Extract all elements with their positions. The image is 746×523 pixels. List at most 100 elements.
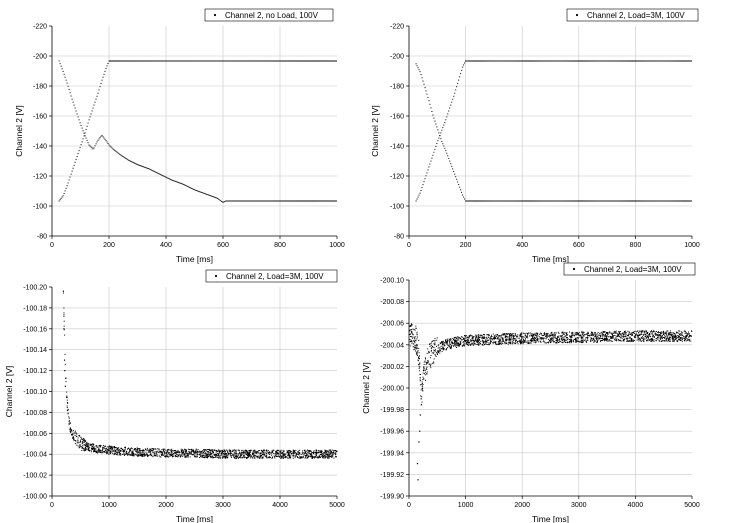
- data-point: [65, 381, 67, 383]
- x-tick-label: 600: [573, 242, 585, 249]
- data-point: [330, 449, 332, 451]
- data-point: [198, 450, 200, 452]
- data-point: [513, 338, 515, 340]
- data-point: [533, 337, 535, 339]
- data-point: [133, 449, 135, 451]
- data-point: [335, 453, 337, 455]
- data-point: [579, 200, 581, 202]
- data-point: [623, 60, 625, 62]
- data-point: [460, 341, 462, 343]
- data-point: [161, 451, 163, 453]
- data-point: [439, 134, 441, 136]
- data-point: [207, 60, 209, 62]
- data-point: [484, 339, 486, 341]
- data-point: [90, 113, 92, 115]
- data-point: [577, 337, 579, 339]
- data-point: [678, 338, 680, 340]
- data-point: [547, 335, 549, 337]
- data-point: [574, 332, 576, 334]
- data-point: [566, 342, 568, 344]
- data-point: [647, 60, 649, 62]
- data-point: [434, 342, 436, 344]
- data-point: [416, 354, 418, 356]
- data-point: [689, 334, 691, 336]
- data-point: [154, 451, 156, 453]
- data-point: [72, 432, 74, 434]
- data-point: [655, 333, 657, 335]
- x-tick-label: 1000: [101, 502, 117, 509]
- data-point: [102, 448, 104, 450]
- data-point: [443, 344, 445, 346]
- data-point: [519, 335, 521, 337]
- data-point: [674, 332, 676, 334]
- data-point: [192, 451, 194, 453]
- data-point: [430, 107, 432, 109]
- data-point: [669, 332, 671, 334]
- data-point: [68, 417, 70, 419]
- data-point: [464, 198, 466, 200]
- data-point: [86, 441, 88, 443]
- data-point: [127, 448, 129, 450]
- data-point: [160, 60, 162, 62]
- data-point: [309, 456, 311, 458]
- data-point: [486, 334, 488, 336]
- data-point: [67, 412, 69, 414]
- data-point: [202, 454, 204, 456]
- data-point: [647, 338, 649, 340]
- data-point: [533, 60, 535, 62]
- data-point: [66, 407, 68, 409]
- data-point: [315, 200, 317, 202]
- data-point: [292, 450, 294, 452]
- data-point: [92, 443, 94, 445]
- data-point: [633, 335, 635, 337]
- data-point: [271, 454, 273, 456]
- data-point: [564, 200, 566, 202]
- data-point: [411, 331, 413, 333]
- data-point: [603, 335, 605, 337]
- data-point: [84, 440, 86, 442]
- data-point: [82, 138, 84, 140]
- data-point: [219, 60, 221, 62]
- data-point: [191, 450, 193, 452]
- data-point: [632, 332, 634, 334]
- data-point: [656, 330, 658, 332]
- data-point: [130, 160, 132, 162]
- data-point: [156, 451, 158, 453]
- data-point: [269, 454, 271, 456]
- data-point: [118, 153, 120, 155]
- x-tick-label: 0: [50, 502, 54, 509]
- data-point: [222, 457, 224, 459]
- data-point: [632, 339, 634, 341]
- data-point: [625, 334, 627, 336]
- data-point: [283, 200, 285, 202]
- data-point: [506, 60, 508, 62]
- data-point: [500, 343, 502, 345]
- data-point: [644, 200, 646, 202]
- data-point: [461, 339, 463, 341]
- data-point: [660, 333, 662, 335]
- data-point: [452, 342, 454, 344]
- data-point: [104, 450, 106, 452]
- data-point: [630, 200, 632, 202]
- data-point: [245, 451, 247, 453]
- data-point: [118, 450, 120, 452]
- data-point: [468, 200, 470, 202]
- data-point: [307, 457, 309, 459]
- data-point: [469, 60, 471, 62]
- data-point: [430, 160, 432, 162]
- data-point: [466, 341, 468, 343]
- data-point: [197, 190, 199, 192]
- data-point: [413, 340, 415, 342]
- data-point: [335, 452, 337, 454]
- data-point: [333, 450, 335, 452]
- data-point: [197, 451, 199, 453]
- data-point: [675, 200, 677, 202]
- data-point: [238, 449, 240, 451]
- data-point: [279, 60, 281, 62]
- data-point: [635, 334, 637, 336]
- data-point: [463, 339, 465, 341]
- data-point: [500, 337, 502, 339]
- data-point: [491, 338, 493, 340]
- data-point: [154, 60, 156, 62]
- data-point: [71, 429, 73, 431]
